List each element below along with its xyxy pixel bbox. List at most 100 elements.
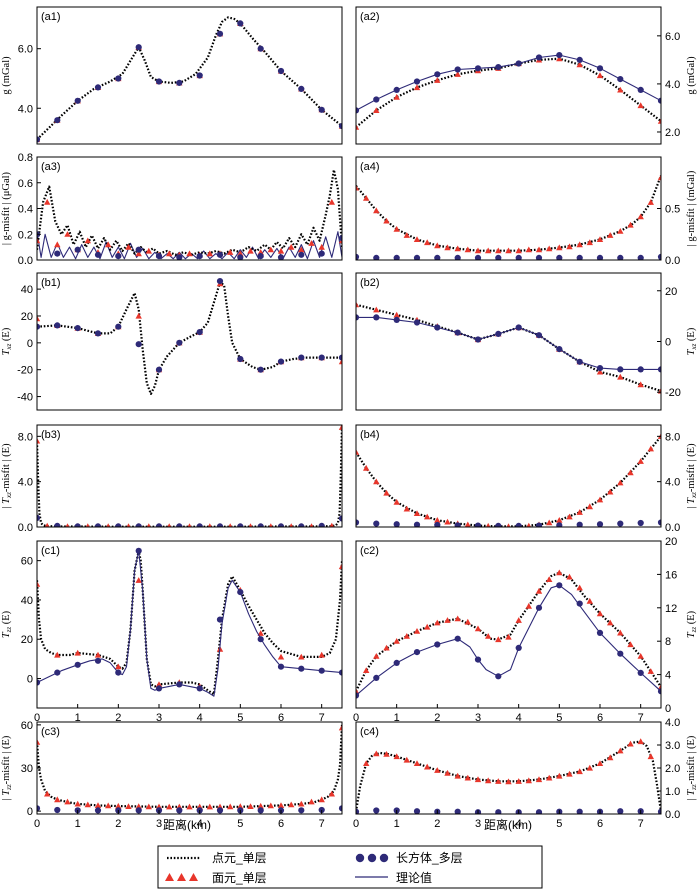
data-point-circle [237,589,244,596]
y-tick-label: 0 [665,337,671,349]
data-point-circle [576,358,583,365]
data-point-circle [216,523,224,527]
x-tick-label: 1 [75,818,81,830]
legend-circle-swatch [367,853,377,863]
y-tick-label: 2.0 [665,763,680,775]
data-point-circle [617,650,624,657]
plot-frame [355,272,662,411]
data-point-circle [657,519,661,526]
data-point-circle [637,254,644,260]
data-point-triangle [84,801,91,808]
series-theory-line [37,550,342,697]
data-point-circle [495,64,502,71]
data-point-triangle [37,437,41,444]
data-point-circle [94,84,102,91]
data-point-triangle [546,245,553,252]
data-point-triangle [338,563,342,570]
data-point-circle [373,807,380,814]
data-point-circle [338,515,342,522]
data-point-triangle [403,232,410,238]
y-tick-label: 8.0 [665,431,680,443]
data-point-circle [338,235,342,242]
data-point-triangle [356,301,360,308]
data-point-triangle [566,770,573,777]
data-point-circle [37,323,41,330]
data-point-triangle [637,381,644,388]
series-theory-line [356,584,661,696]
panel-b4: (b4) 0.0 4.0 8.0 | Txz-misfit | (E) [355,424,698,534]
y-tick-label: 4.0 [18,103,33,115]
y-tick-label: 1.0 [665,786,680,798]
data-point-circle [515,522,522,527]
data-point-triangle [373,750,380,757]
data-point-triangle [167,523,172,527]
data-point-triangle [363,195,370,201]
data-point-triangle [617,479,624,486]
data-point-triangle [617,747,624,754]
legend-label: 点元_单层 [212,851,267,865]
series-group [37,278,342,395]
data-point-circle [318,106,325,113]
data-point-triangle [464,618,471,625]
series-group [356,433,661,527]
plot-frame [355,424,662,528]
data-point-triangle [186,803,193,810]
data-point-triangle [84,237,91,244]
data-point-triangle [54,651,61,658]
data-point-circle [338,805,342,812]
data-point-circle [196,72,203,79]
data-point-circle [94,807,102,814]
y-tick-label: 0.5 [665,204,680,216]
data-point-circle [298,85,305,92]
data-point-triangle [637,738,644,745]
data-point-circle [657,97,661,104]
panel-label: (c1) [41,545,60,557]
data-point-circle [617,366,624,373]
data-point-circle [237,523,244,527]
data-point-triangle [227,803,234,810]
data-point-triangle [94,651,102,658]
data-point-triangle [166,250,173,257]
x-tick-label: 0 [34,818,40,830]
y-tick-label: 6.0 [665,31,680,43]
x-tick-label: 6 [597,818,603,830]
legend-item-triangles: 面元_单层 [165,871,267,885]
data-point-triangle [566,573,573,580]
x-axis-title: 距离(km) [484,817,532,832]
data-point-circle [356,808,360,814]
data-point-circle [576,254,583,260]
data-point-triangle [393,93,400,100]
y-tick-label: 12 [665,603,677,615]
data-point-triangle [657,683,661,690]
data-point-circle [637,669,644,677]
data-point-triangle [125,803,132,809]
data-point-circle [535,54,543,61]
data-point-triangle [155,681,163,687]
data-point-circle [196,329,203,336]
data-point-triangle [44,198,51,205]
data-point-triangle [526,522,532,527]
x-tick-label: 1 [394,712,400,724]
series-dotted-line [37,16,342,141]
x-tick-label: 7 [638,818,644,830]
data-point-circle [454,808,461,814]
data-point-circle [393,521,400,527]
series-dotted-line [356,571,661,692]
data-point-triangle [356,124,360,130]
data-point-triangle [54,241,61,248]
data-point-circle [277,67,285,75]
y-tick-label: 0.6 [18,178,33,190]
data-point-triangle [607,619,614,626]
y-tick-label: 0 [27,674,33,686]
data-point-circle [454,522,461,527]
data-point-circle [356,519,360,526]
data-point-circle [237,254,244,260]
data-point-triangle [318,796,325,803]
data-point-circle [338,669,342,676]
data-point-circle [617,808,624,814]
x-tick-label: 5 [237,712,243,724]
data-point-triangle [105,802,112,809]
data-point-circle [318,522,325,527]
data-point-circle [37,679,41,686]
data-point-triangle [126,523,131,527]
